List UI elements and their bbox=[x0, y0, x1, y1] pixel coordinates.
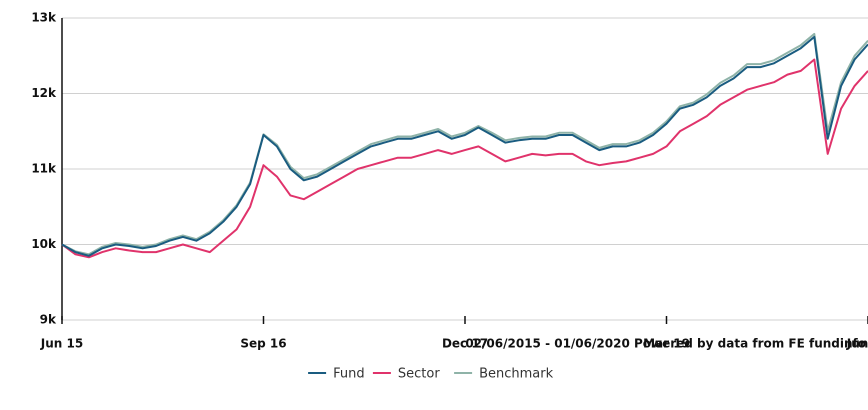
y-tick-label: 9k bbox=[40, 313, 57, 327]
x-tick-label: Mar 19 bbox=[643, 337, 690, 351]
y-tick-label: 11k bbox=[31, 162, 57, 176]
series-line bbox=[61, 35, 868, 257]
chart-subtitle: 02/06/2015 - 01/06/2020 Powered by data … bbox=[465, 337, 866, 351]
series-line bbox=[61, 58, 868, 259]
series-line bbox=[61, 32, 868, 256]
legend-label: Fund bbox=[333, 367, 365, 382]
x-tick-label: Jun 15 bbox=[40, 337, 83, 351]
x-tick-label: Sep 16 bbox=[240, 337, 286, 351]
y-tick-label: 10k bbox=[31, 237, 57, 251]
x-tick-label: Jun 20 bbox=[846, 337, 868, 351]
y-tick-label: 13k bbox=[31, 11, 57, 25]
legend-label: Sector bbox=[398, 367, 440, 382]
x-tick-label: Dec 17 bbox=[442, 337, 488, 351]
y-tick-label: 12k bbox=[31, 86, 57, 100]
legend-label: Benchmark bbox=[479, 367, 554, 382]
